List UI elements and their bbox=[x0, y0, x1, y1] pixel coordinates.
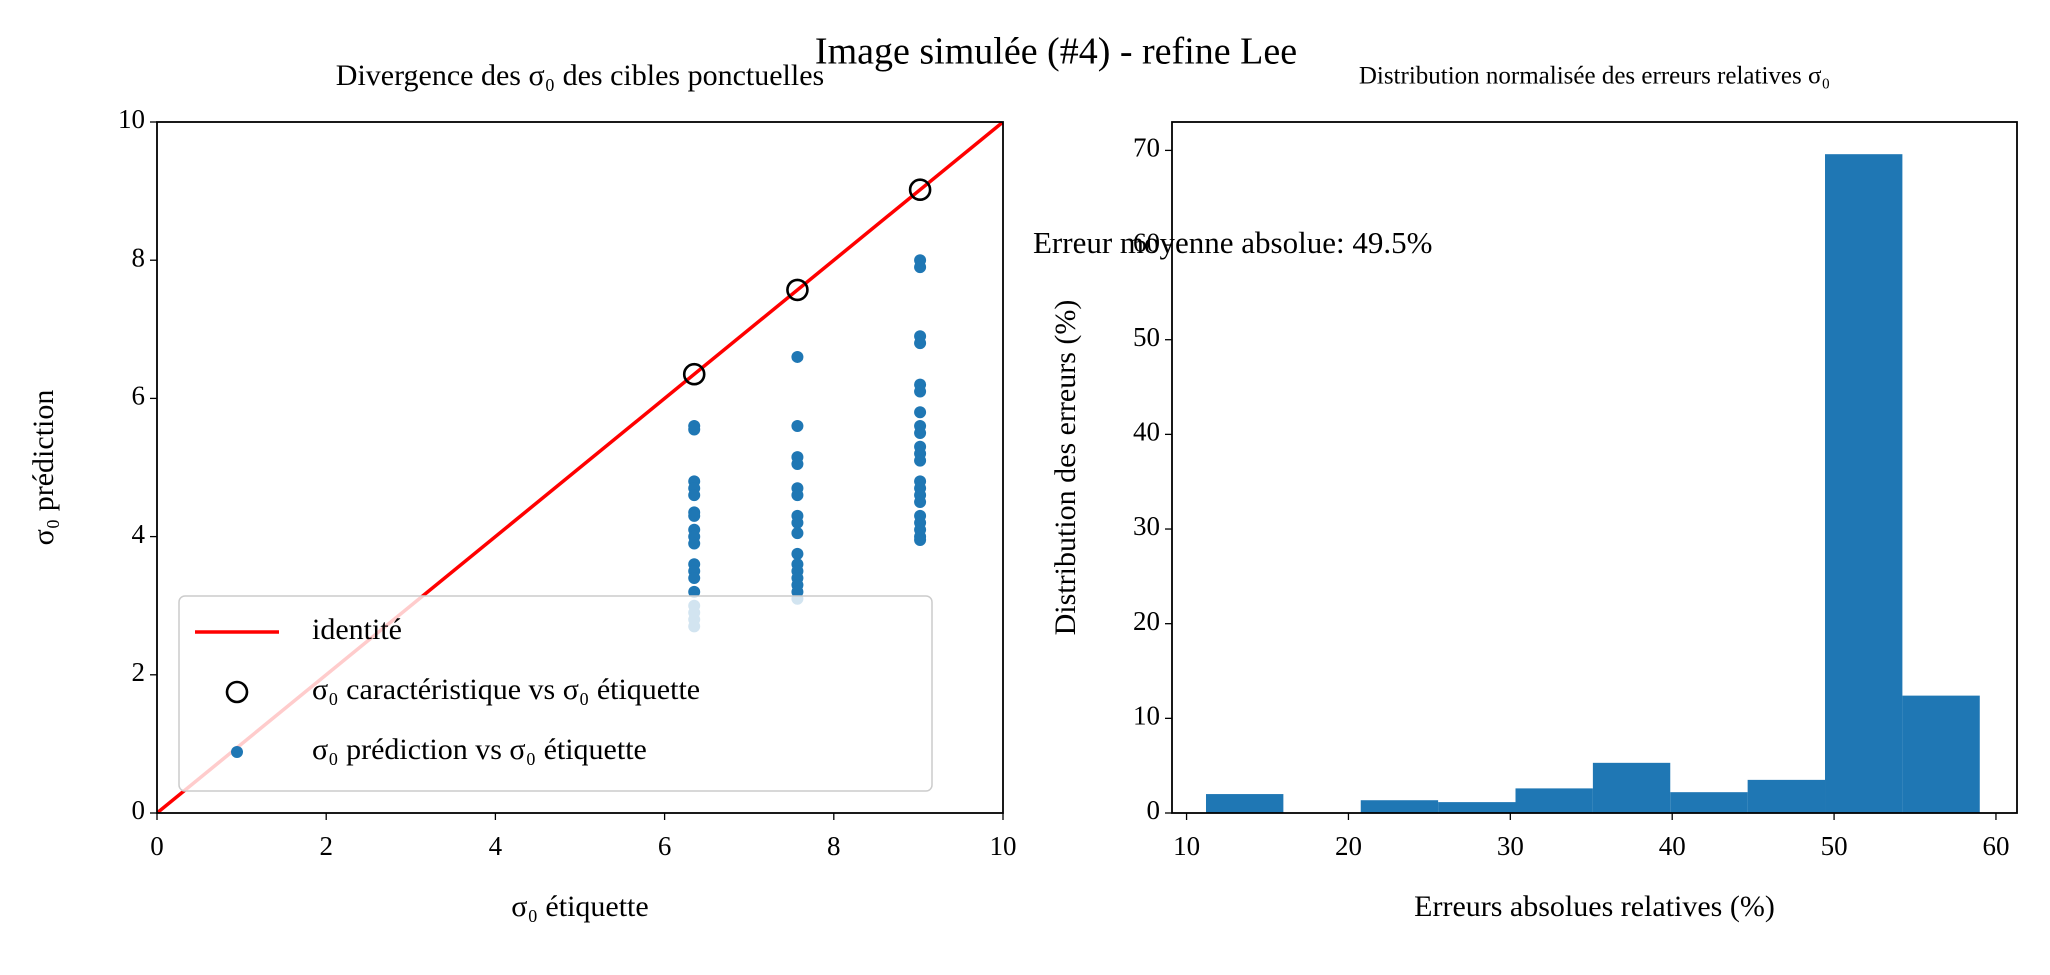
x-tick-label: 2 bbox=[319, 831, 333, 861]
figure-title: Image simulée (#4) - refine Lee bbox=[815, 31, 1297, 73]
y-tick-label: 8 bbox=[132, 242, 146, 272]
x-tick-label: 40 bbox=[1659, 831, 1686, 861]
x-tick-label: 0 bbox=[150, 831, 164, 861]
prediction-point bbox=[688, 537, 701, 550]
y-tick-label: 0 bbox=[132, 795, 146, 825]
x-axis-label: σ₀ étiquette bbox=[511, 890, 648, 923]
prediction-point bbox=[688, 585, 701, 598]
prediction-point bbox=[791, 420, 804, 433]
hist-bar bbox=[1438, 802, 1516, 813]
y-tick-label: 0 bbox=[1147, 795, 1161, 825]
x-axis-label: Erreurs absolues relatives (%) bbox=[1414, 890, 1775, 923]
x-tick-label: 6 bbox=[658, 831, 672, 861]
subplot-title: Divergence des σ₀ des cibles ponctuelles bbox=[336, 59, 824, 92]
prediction-point bbox=[914, 496, 927, 509]
prediction-point bbox=[914, 385, 927, 398]
y-tick-label: 60 bbox=[1133, 227, 1160, 257]
prediction-point bbox=[688, 489, 701, 502]
hist-bar bbox=[1360, 800, 1439, 813]
prediction-point bbox=[791, 527, 804, 540]
y-axis-label: σ₀ prédiction bbox=[27, 390, 60, 546]
prediction-point bbox=[914, 337, 927, 350]
prediction-point bbox=[791, 458, 804, 471]
hist-bar bbox=[1902, 695, 1980, 813]
prediction-point bbox=[791, 547, 804, 560]
x-tick-label: 4 bbox=[489, 831, 503, 861]
hist-bar bbox=[1205, 794, 1284, 813]
legend-swatch bbox=[231, 746, 243, 758]
y-axis-label: Distribution des erreurs (%) bbox=[1049, 300, 1082, 636]
y-tick-label: 40 bbox=[1133, 417, 1160, 447]
x-tick-label: 30 bbox=[1497, 831, 1524, 861]
hist-bar bbox=[1747, 779, 1826, 813]
x-tick-label: 60 bbox=[1982, 831, 2009, 861]
x-tick-label: 50 bbox=[1821, 831, 1848, 861]
legend-label: σ₀ caractéristique vs σ₀ étiquette bbox=[312, 673, 700, 706]
prediction-point bbox=[791, 489, 804, 502]
prediction-point bbox=[914, 426, 927, 439]
y-tick-label: 20 bbox=[1133, 606, 1160, 636]
legend-label: σ₀ prédiction vs σ₀ étiquette bbox=[312, 733, 647, 766]
hist-bar bbox=[1825, 154, 1903, 813]
hist-bar bbox=[1592, 762, 1671, 813]
hist-bar bbox=[1670, 792, 1748, 813]
prediction-point bbox=[688, 423, 701, 436]
axes-frame bbox=[156, 121, 1004, 814]
prediction-point bbox=[791, 516, 804, 529]
axes-frame bbox=[1171, 121, 2018, 814]
x-tick-label: 10 bbox=[990, 831, 1017, 861]
hist-bar bbox=[1515, 788, 1593, 813]
prediction-point bbox=[914, 406, 927, 419]
prediction-point bbox=[791, 350, 804, 363]
plot-area bbox=[1205, 154, 1980, 813]
subplot: Divergence des σ₀ des cibles ponctuelles… bbox=[27, 59, 1017, 923]
x-tick-label: 20 bbox=[1335, 831, 1362, 861]
subplot-title: Distribution normalisée des erreurs rela… bbox=[1359, 63, 1830, 90]
y-tick-label: 30 bbox=[1133, 511, 1160, 541]
y-tick-label: 4 bbox=[132, 519, 146, 549]
y-tick-label: 6 bbox=[132, 381, 146, 411]
characteristic-point bbox=[786, 278, 809, 302]
characteristic-point bbox=[908, 178, 932, 202]
characteristic-point bbox=[682, 362, 706, 386]
legend: identité σ₀ caractéristique vs σ₀ étiquet… bbox=[178, 595, 933, 792]
prediction-point bbox=[688, 509, 701, 522]
subplot: Distribution normalisée des erreurs rela… bbox=[1033, 63, 2018, 923]
y-tick-label: 10 bbox=[1133, 701, 1160, 731]
prediction-point bbox=[688, 572, 701, 585]
prediction-point bbox=[914, 261, 927, 274]
annotation: Erreur moyenne absolue: 49.5% bbox=[1033, 225, 1432, 260]
prediction-point bbox=[914, 534, 927, 547]
y-tick-label: 70 bbox=[1133, 133, 1160, 163]
y-tick-label: 50 bbox=[1133, 322, 1160, 352]
legend-swatch bbox=[225, 680, 249, 704]
x-tick-label: 8 bbox=[827, 831, 841, 861]
y-tick-label: 2 bbox=[132, 657, 146, 687]
x-tick-label: 10 bbox=[1173, 831, 1200, 861]
legend-box bbox=[178, 595, 933, 792]
prediction-point bbox=[914, 454, 927, 467]
y-tick-label: 10 bbox=[118, 104, 145, 134]
legend-label: identité bbox=[312, 613, 402, 646]
